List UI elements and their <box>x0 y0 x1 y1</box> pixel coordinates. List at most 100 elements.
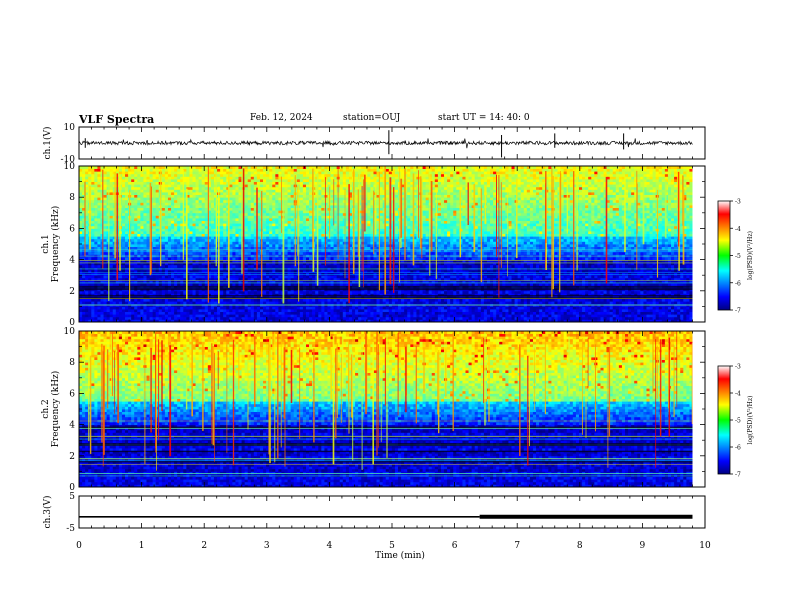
spectrogram-cell <box>113 299 116 302</box>
spectrogram-cell <box>438 260 441 263</box>
spectrogram-cell <box>413 299 416 302</box>
spectrogram-cell <box>542 275 545 278</box>
spectrogram-cell <box>656 301 659 304</box>
spectrogram-cell <box>97 301 100 304</box>
spectrogram-cell <box>505 291 508 294</box>
spectrogram-cell <box>165 291 168 294</box>
spectrogram-cell <box>469 312 472 315</box>
spectrogram-cell <box>134 299 137 302</box>
spectrogram-cell <box>331 309 334 312</box>
spectrogram-cell <box>104 291 107 294</box>
spectrogram-cell <box>392 312 395 315</box>
spectrogram-cell <box>131 291 134 294</box>
spectrogram-cell <box>490 317 493 320</box>
spectrogram-cell <box>404 283 407 286</box>
spectrogram-cell <box>597 260 600 263</box>
spectrogram-cell <box>413 317 416 320</box>
spectrogram-cell <box>515 306 518 309</box>
spectrogram-cell <box>478 312 481 315</box>
spectrogram-cell <box>223 306 226 309</box>
spectrogram-cell <box>628 312 631 315</box>
spectrogram-cell <box>594 312 597 315</box>
spectrogram-cell <box>202 291 205 294</box>
spectrogram-cell <box>597 265 600 268</box>
spectrogram-cell <box>288 283 291 286</box>
spectrogram-cell <box>285 306 288 309</box>
spectrogram-cell <box>254 306 257 309</box>
spectrogram-cell <box>128 314 131 317</box>
spectrogram-cell <box>392 306 395 309</box>
spectrogram-cell <box>533 309 536 312</box>
spectrogram-cell <box>94 260 97 263</box>
spectrogram-cell <box>508 260 511 263</box>
spectrogram-cell <box>168 291 171 294</box>
spectrogram-cell <box>367 299 370 302</box>
spectrogram-cell <box>631 265 634 268</box>
spectrogram-cell <box>254 314 257 317</box>
spectrogram-cell <box>665 317 668 320</box>
spectrogram-cell <box>558 317 561 320</box>
spectrogram-cell <box>306 283 309 286</box>
spectrogram-cell <box>554 257 557 260</box>
spectrogram-cell <box>389 299 392 302</box>
spectrogram-cell <box>146 301 149 304</box>
spectrogram-cell <box>113 301 116 304</box>
spectrogram-cell <box>656 306 659 309</box>
spectrogram-cell <box>594 275 597 278</box>
spectrogram-cell <box>410 317 413 320</box>
spectrogram-cell <box>668 273 671 276</box>
spectrogram-cell <box>153 314 156 317</box>
spectrogram-cell <box>315 299 318 302</box>
spectrogram-cell <box>423 309 426 312</box>
spectrogram-cell <box>373 314 376 317</box>
spectrogram-cell <box>91 273 94 276</box>
spectrogram-cell <box>429 265 432 268</box>
spectrogram-cell <box>263 299 266 302</box>
spectrogram-cell <box>650 291 653 294</box>
spectrogram-cell <box>199 275 202 278</box>
spectrogram-cell <box>137 265 140 268</box>
spectrogram-cell <box>275 273 278 276</box>
spectrogram-cell <box>493 312 496 315</box>
spectrogram-cell <box>518 283 521 286</box>
spectrogram-cell <box>668 301 671 304</box>
spectrogram-cell <box>88 265 91 268</box>
spectrogram-cell <box>156 301 159 304</box>
spectrogram-cell <box>367 301 370 304</box>
spectrogram-cell <box>588 306 591 309</box>
spectrogram-cell <box>662 299 665 302</box>
spectrogram-cell <box>165 306 168 309</box>
spectrogram-cell <box>423 299 426 302</box>
spectrogram-cell <box>202 317 205 320</box>
spectrogram-cell <box>656 317 659 320</box>
spectrogram-cell <box>591 299 594 302</box>
spectrogram-cell <box>548 265 551 268</box>
spectrogram-cell <box>515 275 518 278</box>
spectrogram-cell <box>625 309 628 312</box>
spectrogram-cell <box>223 317 226 320</box>
spectrogram-cell <box>576 283 579 286</box>
spectrogram-cell <box>343 275 346 278</box>
spectrogram-cell <box>548 301 551 304</box>
spectrogram-cell <box>119 275 122 278</box>
spectrogram-cell <box>653 299 656 302</box>
spectrogram-cell <box>447 314 450 317</box>
spectrogram-cell <box>202 265 205 268</box>
spectrogram-cell <box>671 317 674 320</box>
spectrogram-cell <box>536 309 539 312</box>
spectrogram-cell <box>327 299 330 302</box>
spectrogram-cell <box>309 314 312 317</box>
spectrogram-cell <box>370 317 373 320</box>
spectrogram-cell <box>97 291 100 294</box>
spectrogram-cell <box>432 265 435 268</box>
spectrogram-cell <box>462 273 465 276</box>
spectrogram-cell <box>487 291 490 294</box>
spectrogram-cell <box>285 309 288 312</box>
spectrogram-cell <box>576 291 579 294</box>
spectrogram-cell <box>186 301 189 304</box>
spectrogram-cell <box>597 312 600 315</box>
spectrogram-cell <box>177 306 180 309</box>
spectrogram-cell <box>441 257 444 260</box>
spectrogram-cell <box>413 275 416 278</box>
